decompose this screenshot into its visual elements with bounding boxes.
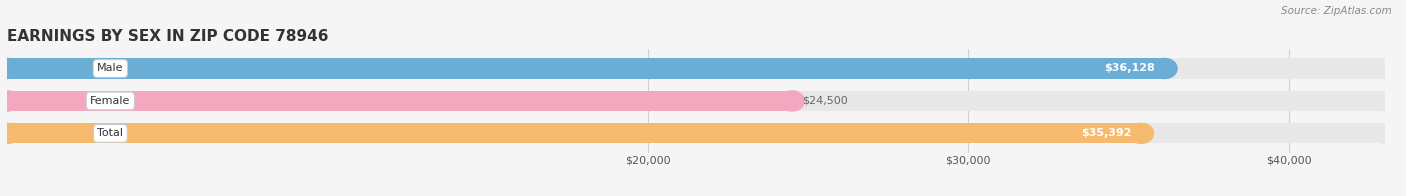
Text: Source: ZipAtlas.com: Source: ZipAtlas.com — [1281, 6, 1392, 16]
Ellipse shape — [0, 123, 20, 143]
Ellipse shape — [780, 91, 804, 111]
Text: $24,500: $24,500 — [801, 96, 848, 106]
Text: EARNINGS BY SEX IN ZIP CODE 78946: EARNINGS BY SEX IN ZIP CODE 78946 — [7, 29, 329, 44]
Text: Female: Female — [90, 96, 131, 106]
Bar — [7, 58, 1385, 79]
Ellipse shape — [0, 58, 20, 79]
Ellipse shape — [1372, 123, 1398, 143]
Bar — [7, 123, 1385, 143]
Bar — [7, 91, 792, 111]
Text: $35,392: $35,392 — [1081, 128, 1132, 138]
Ellipse shape — [1129, 123, 1153, 143]
Bar — [7, 58, 1164, 79]
Bar — [7, 91, 1385, 111]
Text: Total: Total — [97, 128, 124, 138]
Ellipse shape — [1372, 91, 1398, 111]
Ellipse shape — [0, 58, 20, 79]
Ellipse shape — [1153, 58, 1177, 79]
Bar — [7, 123, 1142, 143]
Text: Male: Male — [97, 64, 124, 74]
Ellipse shape — [1372, 58, 1398, 79]
Text: $36,128: $36,128 — [1104, 64, 1156, 74]
Ellipse shape — [0, 91, 20, 111]
Ellipse shape — [0, 91, 20, 111]
Ellipse shape — [0, 123, 20, 143]
